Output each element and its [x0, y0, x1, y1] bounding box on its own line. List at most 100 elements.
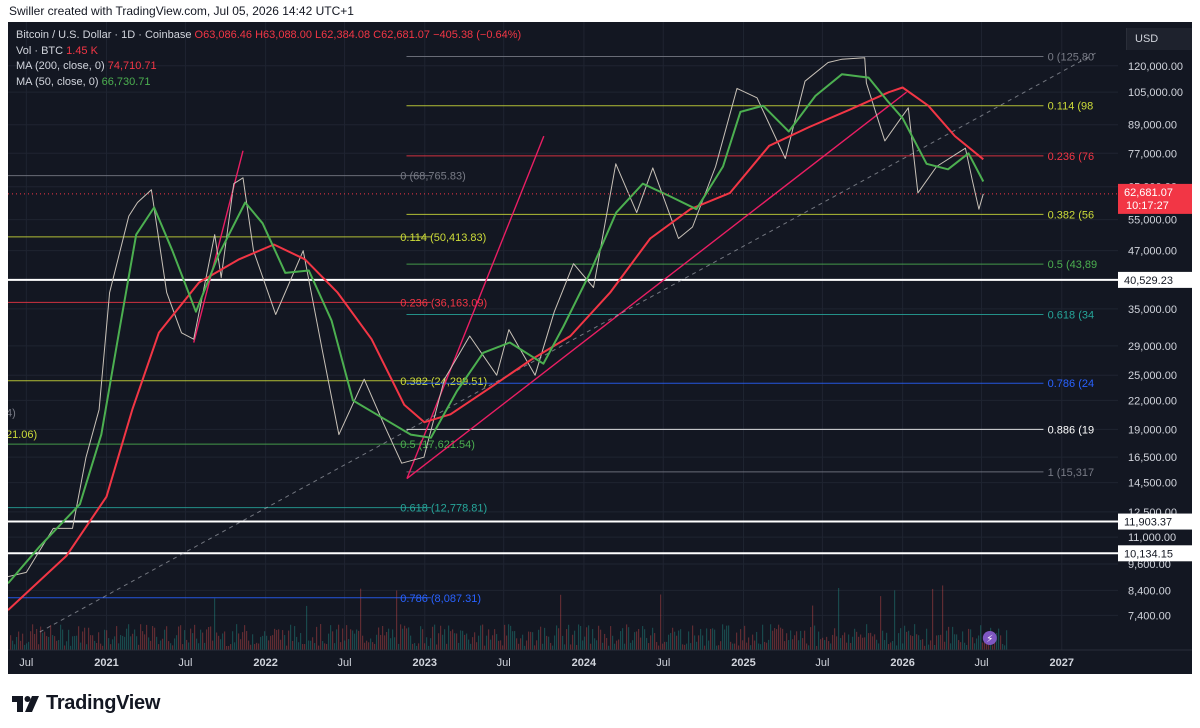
y-tick-label: 8,400.00 — [1128, 585, 1171, 597]
volume-bar — [576, 644, 578, 650]
volume-bar — [532, 632, 534, 650]
legend-high-label: H — [255, 29, 264, 41]
volume-bar — [588, 625, 590, 650]
volume-bar — [14, 644, 16, 650]
left-cut-label: 21.06) — [8, 429, 37, 441]
last-price-label: 62,681.07 — [1124, 187, 1173, 199]
volume-bar — [166, 626, 168, 650]
volume-bar — [678, 630, 680, 650]
volume-bar — [66, 641, 68, 650]
volume-bar — [866, 624, 868, 650]
volume-bar — [456, 633, 458, 650]
volume-bar — [336, 629, 338, 650]
volume-bar — [974, 643, 976, 650]
volume-bar — [44, 631, 46, 650]
y-tick-label: 120,000.00 — [1128, 61, 1183, 73]
legend-ohlc-row: Bitcoin / U.S. Dollar · 1D · Coinbase O6… — [16, 28, 521, 44]
legend-ma200-row[interactable]: MA (200, close, 0) 74,710.71 — [16, 59, 521, 75]
legend-volume-row[interactable]: Vol · BTC 1.45 K — [16, 44, 521, 60]
volume-bar — [918, 635, 920, 650]
volume-bar — [890, 642, 892, 650]
legend-ma50-row[interactable]: MA (50, close, 0) 66,730.71 — [16, 75, 521, 91]
volume-bar — [402, 628, 404, 650]
volume-bar — [926, 628, 928, 650]
volume-bar — [950, 643, 952, 650]
volume-bar — [122, 635, 124, 650]
volume-bar — [88, 627, 90, 650]
volume-bar — [922, 639, 924, 650]
volume-bar — [896, 645, 898, 650]
volume-bar — [802, 638, 804, 650]
volume-bar — [476, 642, 478, 650]
volume-bar — [764, 641, 766, 650]
volume-bar — [522, 634, 524, 650]
volume-bar — [690, 643, 692, 650]
x-tick-label: Jul — [178, 657, 192, 669]
volume-bar — [80, 642, 82, 650]
volume-bar — [380, 634, 382, 650]
volume-bar — [792, 639, 794, 650]
volume-bar — [614, 643, 616, 650]
volume-bar — [874, 634, 876, 650]
y-tick-label: 77,000.00 — [1128, 148, 1177, 160]
chart-area[interactable]: 0 (68,765.83) 0.114 (50,413.83) 0.236 (36,… — [8, 22, 1192, 674]
volume-bar — [618, 639, 620, 650]
currency-button[interactable]: USD — [1126, 28, 1192, 50]
x-tick-label: 2024 — [572, 657, 597, 669]
volume-bar — [144, 634, 146, 650]
volume-bar — [540, 626, 542, 650]
tradingview-logo[interactable]: TradingView — [12, 692, 160, 715]
volume-bar — [218, 635, 220, 650]
volume-bar — [620, 631, 622, 650]
volume-bar — [524, 645, 526, 650]
y-tick-label: 22,000.00 — [1128, 395, 1177, 407]
volume-bar — [766, 642, 768, 650]
x-tick-label: 2021 — [94, 657, 118, 669]
volume-bar — [64, 645, 66, 650]
volume-bar — [952, 626, 954, 650]
volume-bar — [900, 628, 902, 650]
volume-bar — [948, 626, 950, 650]
volume-bar — [942, 585, 944, 650]
legend-symbol[interactable]: Bitcoin / U.S. Dollar · 1D · Coinbase — [16, 29, 192, 41]
volume-bar — [158, 644, 160, 650]
volume-bar — [962, 631, 964, 650]
volume-bar — [30, 631, 32, 650]
y-tick-label: 9,600.00 — [1128, 559, 1171, 571]
volume-bar — [512, 631, 514, 650]
volume-bar — [398, 643, 400, 650]
volume-bar — [396, 590, 398, 650]
volume-bar — [496, 634, 498, 650]
volume-bar — [726, 625, 728, 650]
volume-bar — [668, 634, 670, 650]
volume-bar — [504, 624, 506, 650]
volume-bar — [606, 637, 608, 650]
volume-bar — [800, 630, 802, 650]
volume-bar — [172, 645, 174, 650]
volume-bar — [148, 637, 150, 650]
volume-bar — [592, 629, 594, 650]
fib-level-left-label: 0.236 (36,163.09) — [400, 297, 487, 309]
volume-bar — [790, 630, 792, 650]
last-price-countdown: 10:17:27 — [1126, 200, 1169, 212]
volume-bar — [110, 644, 112, 650]
volume-bar — [706, 628, 708, 650]
y-tick-label: 89,000.00 — [1128, 120, 1177, 132]
volume-bar — [980, 625, 982, 650]
volume-bar — [1000, 635, 1002, 650]
volume-bar — [864, 637, 866, 650]
volume-bar — [964, 642, 966, 650]
volume-bar — [718, 645, 720, 650]
volume-bar — [970, 629, 972, 650]
x-tick-label: Jul — [975, 657, 989, 669]
price-chart[interactable]: 0 (68,765.83) 0.114 (50,413.83) 0.236 (36,… — [8, 22, 1192, 674]
volume-bar — [1006, 630, 1008, 650]
volume-bar — [488, 629, 490, 650]
volume-bar — [906, 631, 908, 650]
volume-bar — [660, 594, 662, 650]
volume-bar — [458, 642, 460, 650]
volume-bar — [234, 642, 236, 650]
volume-bar — [240, 639, 242, 650]
horizontal-level-label: 40,529.23 — [1124, 275, 1173, 287]
volume-bar — [266, 635, 268, 650]
